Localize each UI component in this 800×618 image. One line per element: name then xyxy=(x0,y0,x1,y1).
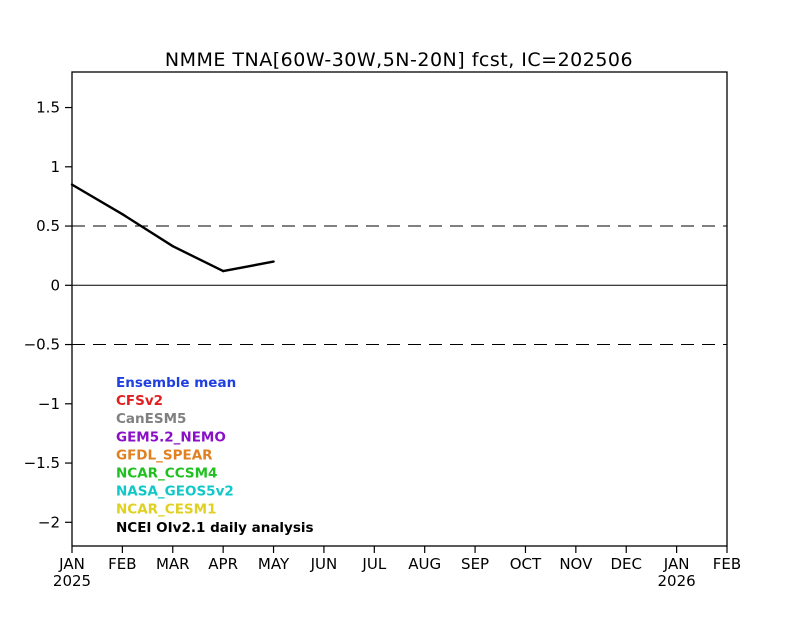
chart-title: NMME TNA[60W-30W,5N-20N] fcst, IC=202506 xyxy=(165,49,633,71)
legend-entry: NCAR_CCSM4 xyxy=(116,466,217,482)
x-tick-label: JAN xyxy=(663,555,690,573)
legend-entry: GEM5.2_NEMO xyxy=(116,429,226,445)
y-tick-label: −0.5 xyxy=(24,336,60,354)
legend-entry: CFSv2 xyxy=(116,393,163,409)
x-axis: JAN FEB MAR APR MAY JUN JUL AUG SEP OCT NOV DEC JAN F… xyxy=(53,546,741,590)
x-tick-label: APR xyxy=(208,555,238,573)
legend-entry: CanESM5 xyxy=(116,411,186,427)
x-tick-label: MAY xyxy=(258,555,290,573)
data-point xyxy=(171,244,174,248)
y-axis: 1.5 1 0.5 0 −0.5 −1 −1.5 −2 xyxy=(24,99,72,531)
x-tick-label: OCT xyxy=(510,555,542,573)
plot-frame xyxy=(71,71,728,547)
legend: Ensemble mean CFSv2 CanESM5 GEM5.2_NEMO GFDL… xyxy=(116,375,314,536)
x-year-label: 2025 xyxy=(53,572,91,590)
legend-entry: NCAR_CESM1 xyxy=(116,502,216,518)
legend-entry: GFDL_SPEAR xyxy=(116,447,213,463)
legend-entry: NASA_GEOS5v2 xyxy=(116,484,234,500)
y-tick-label: 1.5 xyxy=(36,99,60,117)
x-tick-label: NOV xyxy=(559,555,593,573)
y-tick-label: −2 xyxy=(38,513,60,531)
x-tick-label: MAR xyxy=(156,555,190,573)
data-point xyxy=(272,260,275,263)
x-tick-label: JUN xyxy=(310,555,338,573)
x-tick-label: JUL xyxy=(361,555,386,573)
legend-entry: Ensemble mean xyxy=(116,375,236,391)
legend-entry: NCEI OIv2.1 daily analysis xyxy=(116,520,314,536)
y-tick-label: −1.5 xyxy=(24,454,60,472)
x-tick-label: SEP xyxy=(461,555,489,573)
y-tick-label: 1 xyxy=(50,158,60,176)
series-layer xyxy=(70,183,275,273)
y-tick-label: 0 xyxy=(50,276,60,294)
x-tick-label: DEC xyxy=(610,555,642,573)
data-point xyxy=(121,213,124,216)
y-tick-label: 0.5 xyxy=(36,217,60,235)
x-year-label: 2026 xyxy=(658,572,696,590)
x-tick-label: FEB xyxy=(713,555,741,573)
x-tick-label: JAN xyxy=(58,555,85,573)
reference-lines xyxy=(72,225,727,346)
x-tick-label: FEB xyxy=(108,555,136,573)
x-tick-label: AUG xyxy=(408,555,441,573)
data-point xyxy=(221,269,225,273)
series-line xyxy=(71,183,274,273)
y-tick-label: −1 xyxy=(38,395,60,413)
